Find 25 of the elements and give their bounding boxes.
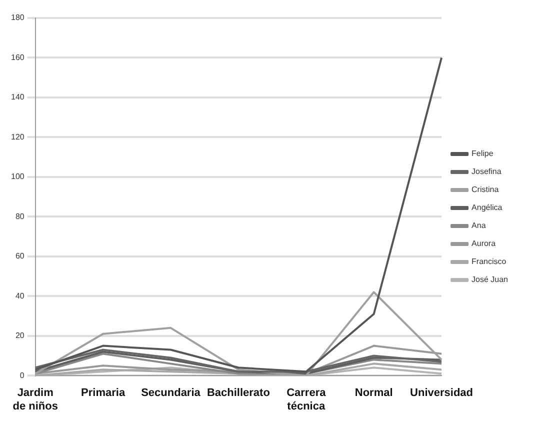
y-tick-label: 80 [15, 212, 25, 221]
x-tick-label: Primaria [81, 387, 126, 400]
legend-label: Francisco [472, 257, 507, 266]
legend-label: Felipe [472, 149, 494, 158]
y-tick-label: 40 [15, 291, 25, 300]
x-tick-label: Jardim de niños [12, 387, 58, 412]
y-tick-label: 20 [15, 331, 25, 340]
y-tick-label: 160 [10, 52, 25, 62]
legend-label: Josefina [472, 167, 502, 176]
y-tick-label: 180 [10, 13, 25, 22]
y-tick-label: 100 [10, 172, 25, 182]
legend-label: Cristina [472, 185, 500, 194]
legend-label: Aurora [472, 239, 496, 248]
x-tick-label: Normal [354, 387, 393, 400]
y-tick-label: 120 [10, 132, 25, 142]
legend-label: Angélica [472, 203, 503, 212]
x-tick-label: Carrera técnica [286, 387, 327, 412]
y-tick-label: 0 [20, 370, 25, 380]
x-tick-label: Secundaria [141, 387, 202, 400]
y-tick-label: 140 [10, 92, 25, 102]
x-tick-label: Bachillerato [206, 387, 270, 400]
legend-label: Ana [472, 221, 486, 230]
x-tick-label: Universidad [410, 387, 474, 400]
legend-label: José Juan [472, 275, 508, 284]
y-tick-label: 60 [15, 252, 25, 261]
